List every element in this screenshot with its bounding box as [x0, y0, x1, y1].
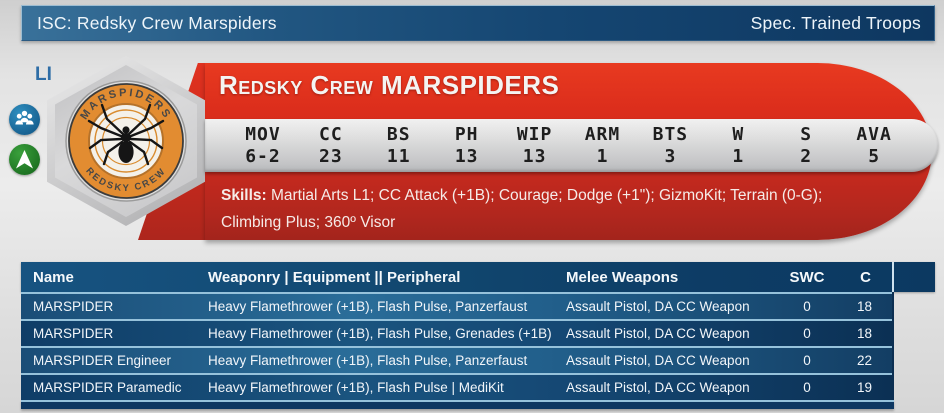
stat-ph: PH 13	[454, 124, 479, 167]
skills-line-1: Skills: Martial Arts L1; CC Attack (+1B)…	[221, 187, 823, 204]
isc-title: ISC: Redsky Crew Marspiders	[37, 12, 277, 33]
unit-title-lead: Redsky Crew	[219, 70, 374, 100]
col-header-weaponry: Weaponry | Equipment || Peripheral	[208, 268, 461, 286]
col-header-c: C	[860, 268, 871, 286]
stat-ava: AVA 5	[856, 124, 892, 167]
nav-arrow-icon[interactable]	[9, 144, 40, 175]
roster-table-body: MARSPIDER Heavy Flamethrower (+1B), Flas…	[21, 292, 894, 400]
stat-bs: BS 11	[386, 124, 411, 167]
group-icon[interactable]	[9, 104, 40, 135]
stat-cc: CC 23	[319, 124, 343, 167]
table-row[interactable]: MARSPIDER Paramedic Heavy Flamethrower (…	[21, 373, 892, 400]
roster-table-header: Name Weaponry | Equipment || Peripheral …	[21, 262, 935, 292]
table-row[interactable]: MARSPIDER Heavy Flamethrower (+1B), Flas…	[21, 292, 892, 319]
stat-bts: BTS 3	[652, 124, 689, 167]
troop-classification: Spec. Trained Troops	[750, 12, 921, 33]
spider-icon	[87, 103, 165, 166]
col-header-swc: SWC	[789, 268, 825, 286]
stat-mov: MOV 6-2	[245, 124, 281, 167]
table-row[interactable]: MARSPIDER Engineer Heavy Flamethrower (+…	[21, 346, 892, 373]
table-footer-bar	[21, 400, 894, 409]
marspiders-badge-icon: MARSPIDERS REDSKY CREW	[65, 80, 187, 202]
skills-label: Skills:	[221, 187, 267, 204]
table-row[interactable]: MARSPIDER Heavy Flamethrower (+1B), Flas…	[21, 319, 892, 346]
list-label: LI	[35, 64, 52, 85]
stat-wip: WIP 13	[516, 124, 553, 167]
skills-text: Skills: Martial Arts L1; CC Attack (+1B)…	[221, 182, 921, 236]
unit-title: Redsky Crew MARSPIDERS	[219, 70, 559, 101]
stat-arm: ARM 1	[584, 124, 621, 167]
unit-title-tail: MARSPIDERS	[373, 70, 560, 100]
unit-header-bar: ISC: Redsky Crew Marspiders Spec. Traine…	[21, 5, 935, 41]
col-header-name: Name	[33, 268, 74, 286]
col-header-melee: Melee Weapons	[566, 268, 679, 286]
unit-emblem-hexagon[interactable]: MARSPIDERS REDSKY CREW	[47, 56, 205, 226]
skills-line-2: Climbing Plus; 360º Visor	[221, 214, 396, 231]
